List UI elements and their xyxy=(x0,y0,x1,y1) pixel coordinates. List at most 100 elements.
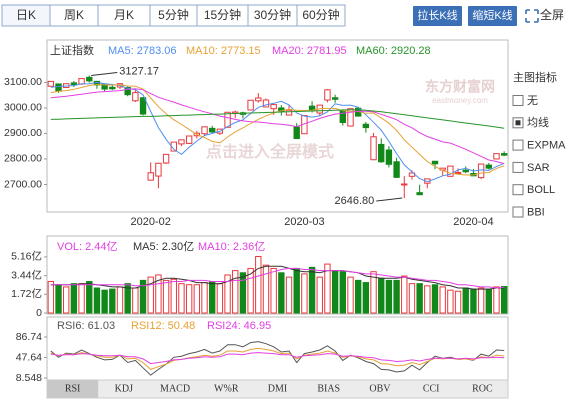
volume-bar xyxy=(293,267,300,314)
volume-bar xyxy=(308,266,316,314)
candle-body xyxy=(431,160,439,165)
period-tab[interactable]: 月K xyxy=(97,4,151,27)
candle-body xyxy=(247,99,254,111)
volume-bar xyxy=(239,272,247,314)
bottom-tab-selected[interactable] xyxy=(47,380,99,398)
ma-line xyxy=(50,352,505,365)
candle-body xyxy=(362,123,370,129)
annotation-pointer xyxy=(91,71,118,76)
logo-name: 东方财富网 xyxy=(425,79,495,95)
toolbar-button-label[interactable]: 缩短K线 xyxy=(472,8,512,22)
y-tick-label: 2700.00 xyxy=(4,178,42,190)
toolbar-button[interactable] xyxy=(468,6,517,26)
period-tab[interactable]: 日K xyxy=(1,4,51,27)
y-tick-label: 0 xyxy=(36,307,42,319)
annotation-label: 3127.17 xyxy=(119,65,159,77)
candle-body xyxy=(324,89,331,101)
ma-line xyxy=(50,81,505,183)
checkbox-check[interactable] xyxy=(515,120,521,126)
indicator-option[interactable]: BBI xyxy=(527,206,545,218)
legend-entry: MA10: 2773.15 xyxy=(186,45,261,57)
fullscreen-icon[interactable] xyxy=(525,9,539,23)
y-tick-label: 3000.00 xyxy=(4,102,42,114)
logo-url: eastmoney.com xyxy=(432,96,488,105)
volume-bar xyxy=(170,278,177,314)
candle-body xyxy=(485,164,492,169)
period-tab-box[interactable] xyxy=(296,4,346,27)
candle-body xyxy=(70,82,78,85)
x-tick-label: 2020-02 xyxy=(131,216,171,228)
volume-bar xyxy=(485,288,492,314)
bottom-tab[interactable]: W%R xyxy=(214,383,239,394)
candle-body xyxy=(155,162,162,177)
period-tab-label[interactable]: 60分钟 xyxy=(302,7,339,22)
volume-bar xyxy=(255,255,262,314)
checkbox[interactable] xyxy=(512,95,524,106)
candle-body xyxy=(109,86,116,90)
bottom-tab[interactable]: BIAS xyxy=(317,383,340,394)
volume-bar xyxy=(447,289,454,314)
legend-entry: RSI6: 61.03 xyxy=(57,320,115,332)
period-tab-label[interactable]: 周K xyxy=(64,8,84,22)
volume-bar xyxy=(155,274,162,314)
bottom-tab[interactable]: DMI xyxy=(268,383,287,394)
volume-bar xyxy=(262,264,270,314)
checkbox[interactable] xyxy=(512,139,524,151)
volume-bar xyxy=(162,279,170,314)
watermark[interactable]: 点击进入全屏模式 xyxy=(206,142,334,161)
volume-bar xyxy=(93,287,101,314)
candle-body xyxy=(378,143,385,163)
toolbar-button[interactable] xyxy=(413,6,462,26)
bottom-tab[interactable]: KDJ xyxy=(115,383,133,394)
volume-bar xyxy=(316,276,323,314)
toolbar-button-label[interactable]: 拉长K线 xyxy=(417,8,457,22)
indicator-option[interactable]: 均线 xyxy=(527,115,549,129)
toolbar-button-label[interactable]: 全屏 xyxy=(540,7,564,22)
period-tab[interactable]: 5分钟 xyxy=(149,4,198,27)
indicator-panel-title: 主图指标 xyxy=(513,70,557,84)
bottom-tab[interactable]: OBV xyxy=(369,383,391,394)
volume-bar xyxy=(301,273,308,314)
period-tab[interactable]: 30分钟 xyxy=(247,4,298,27)
volume-bar xyxy=(408,283,416,314)
volume-bar xyxy=(454,290,462,314)
candle-body xyxy=(139,97,147,115)
legend-entry: MA5: 2.30亿 xyxy=(133,240,194,253)
checkbox[interactable] xyxy=(512,161,524,173)
volume-bar xyxy=(78,283,85,314)
period-tab-label[interactable]: 30分钟 xyxy=(254,7,291,22)
bottom-tab[interactable]: MACD xyxy=(160,383,190,394)
checkbox[interactable] xyxy=(512,184,524,196)
bottom-tab[interactable]: ROC xyxy=(472,383,493,394)
indicator-option[interactable]: EXPMA xyxy=(527,140,566,152)
indicator-option[interactable]: SAR xyxy=(527,162,550,174)
volume-bar xyxy=(63,286,70,314)
bottom-tab[interactable]: CCI xyxy=(423,383,440,394)
period-tab-label[interactable]: 15分钟 xyxy=(204,7,241,22)
candle-body xyxy=(162,153,170,164)
volume-bar xyxy=(116,286,124,314)
volume-bar xyxy=(232,270,239,314)
period-tab[interactable]: 60分钟 xyxy=(296,4,346,27)
period-tab[interactable]: 周K xyxy=(49,4,99,27)
volume-bar xyxy=(393,279,400,314)
candle-body xyxy=(270,104,277,110)
bottom-tab[interactable]: RSI xyxy=(65,383,81,394)
volume-bar xyxy=(439,286,446,314)
period-tab-label[interactable]: 5分钟 xyxy=(158,7,189,22)
candle-body xyxy=(331,97,339,100)
indicator-option[interactable]: 无 xyxy=(527,95,538,107)
volume-bar xyxy=(424,285,431,314)
volume-bar xyxy=(339,271,346,314)
candle-body xyxy=(47,80,55,87)
candle-body xyxy=(447,165,454,177)
volume-bar xyxy=(324,263,331,314)
y-tick-label: 47.64 xyxy=(16,351,42,363)
period-tab-label[interactable]: 日K xyxy=(16,8,36,22)
legend-entry: RSI24: 46.95 xyxy=(207,320,271,332)
checkbox[interactable] xyxy=(512,206,524,218)
period-tab-label[interactable]: 月K xyxy=(114,8,134,22)
y-tick-label: 2900.00 xyxy=(4,127,42,139)
period-tab[interactable]: 15分钟 xyxy=(196,4,249,27)
indicator-option[interactable]: BOLL xyxy=(527,184,555,196)
